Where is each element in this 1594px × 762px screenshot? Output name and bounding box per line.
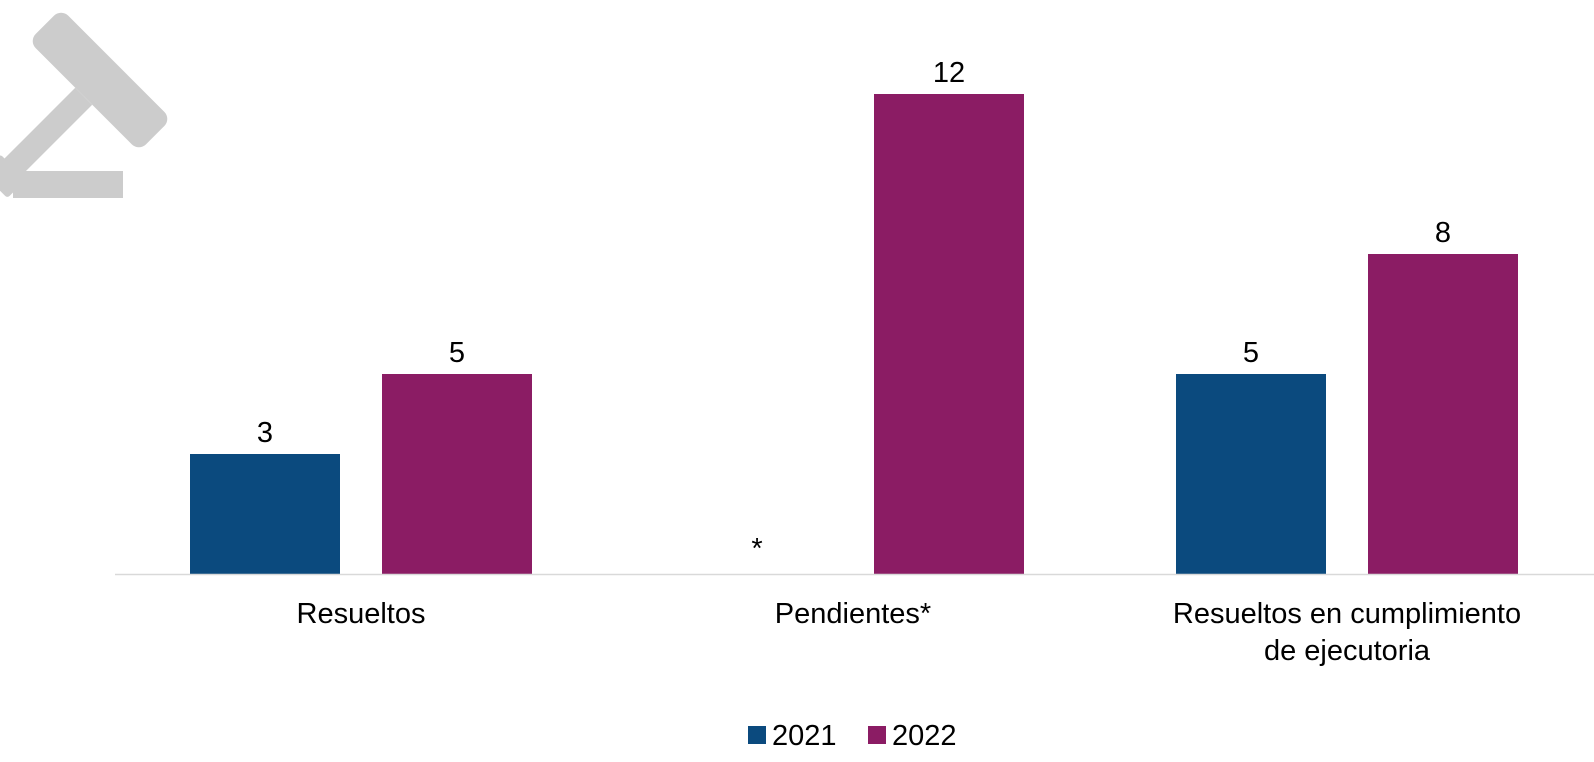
legend-swatch-2022: [868, 726, 886, 744]
data-labels: 3 * 5 5 12 8: [257, 57, 1451, 565]
data-label-2022-0: 5: [449, 337, 465, 369]
legend-label-2022: 2022: [892, 720, 957, 752]
data-label-2022-2: 8: [1435, 217, 1451, 249]
legend-item-2022: 2022: [868, 720, 957, 752]
legend-swatch-2021: [748, 726, 766, 744]
x-tick-label-0: Resueltos: [297, 598, 426, 630]
bar-2022-2: [1368, 254, 1518, 574]
data-label-2021-0: 3: [257, 417, 273, 449]
data-label-2022-1: 12: [933, 57, 965, 89]
bar-2022-1: [874, 94, 1024, 574]
x-axis-tick-labels: Resueltos Pendientes* Resueltos en cumplim…: [297, 598, 1522, 667]
x-tick-label-2: Resueltos en cumplimiento de ejecutoria: [1173, 598, 1521, 667]
legend-label-2021: 2021: [772, 720, 837, 752]
bar-2021-0: [190, 454, 340, 574]
bar-2022-0: [382, 374, 532, 574]
data-label-2021-1: *: [751, 533, 762, 565]
data-label-2021-2: 5: [1243, 337, 1259, 369]
legend-item-2021: 2021: [748, 720, 837, 752]
x-tick-label-1: Pendientes*: [775, 598, 931, 630]
gavel-icon: [0, 12, 168, 198]
legend: 2021 2022: [748, 720, 957, 752]
bars-layer: [190, 94, 1518, 574]
bar-2021-2: [1176, 374, 1326, 574]
